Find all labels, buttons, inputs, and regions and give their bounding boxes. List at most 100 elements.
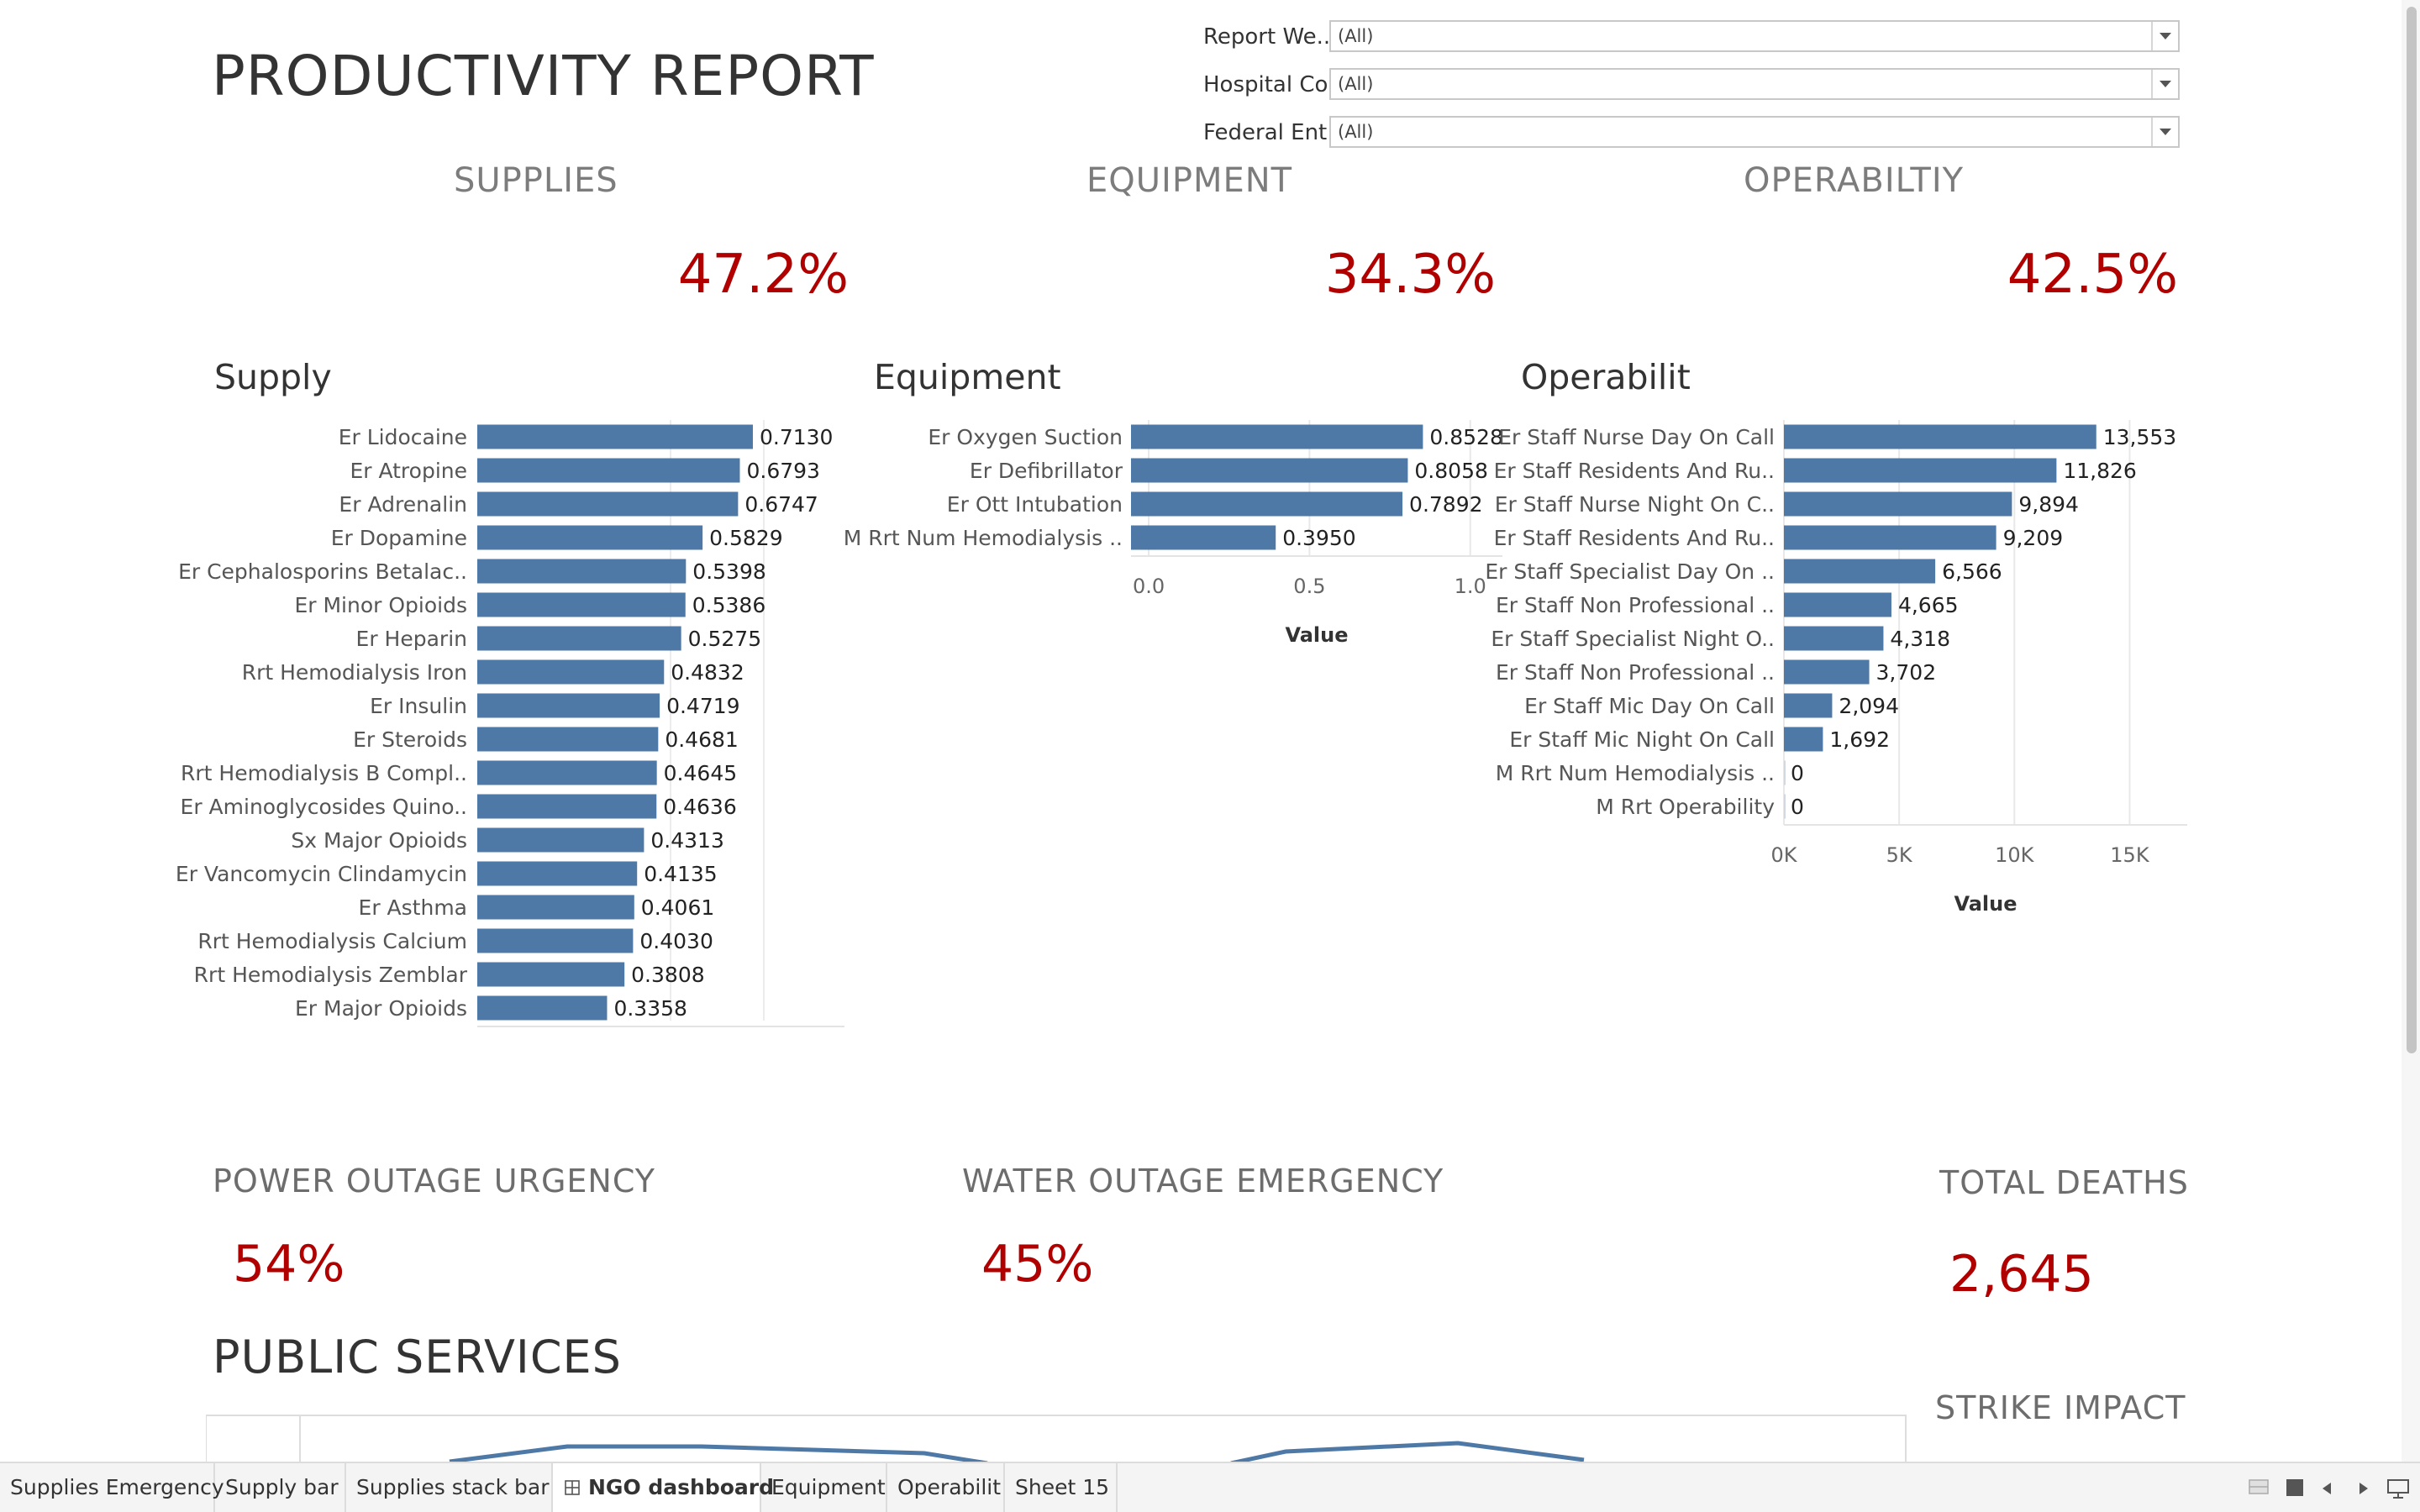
- line-chart-frame: [206, 1415, 1907, 1462]
- bar: [477, 760, 657, 785]
- category-label: Rrt Hemodialysis B Compl..: [181, 761, 467, 785]
- chart-title-supply: Supply: [214, 357, 332, 397]
- data-label: 0.5829: [709, 526, 782, 550]
- view-sheet-icon[interactable]: [2249, 1478, 2269, 1495]
- page-title: PRODUCTIVITY REPORT: [212, 44, 875, 108]
- category-label: Er Adrenalin: [339, 492, 467, 517]
- dropdown-arrow-icon[interactable]: [2151, 70, 2178, 98]
- data-label: 0.4135: [644, 862, 717, 886]
- tab-operabilit[interactable]: Operabilit: [887, 1463, 1005, 1512]
- bar: [1784, 559, 1936, 584]
- data-label: 1,692: [1829, 727, 1890, 752]
- scrollbar-thumb[interactable]: [2407, 7, 2417, 1053]
- tab-supply-bar[interactable]: Supply bar: [215, 1463, 346, 1512]
- supply-bar-chart: Er Lidocaine 0.7130 Er Atropine 0.6793 Er Ad…: [176, 420, 844, 1027]
- data-label: 6,566: [1942, 559, 2002, 584]
- tab-label: NGO dashboard: [588, 1475, 775, 1499]
- sheet-tab-bar: Supplies Emergency Supply bar Supplies s…: [0, 1462, 2420, 1512]
- bar: [1784, 424, 2096, 449]
- category-label: Er Aminoglycosides Quino..: [181, 795, 467, 819]
- filter-label-hospital-code: Hospital Co..: [1203, 72, 1342, 97]
- category-label: Er Oxygen Suction: [928, 425, 1123, 449]
- bar: [477, 525, 703, 550]
- category-label: Er Minor Opioids: [294, 593, 467, 617]
- bar: [1784, 592, 1891, 617]
- data-label: 4,665: [1898, 593, 1959, 617]
- bar: [477, 995, 608, 1021]
- category-label: Er Ott Intubation: [947, 492, 1123, 517]
- tick-label: 1.0: [1455, 575, 1486, 598]
- bar: [477, 827, 644, 853]
- category-label: Er Staff Nurse Day On Call: [1498, 425, 1775, 449]
- bar: [1131, 491, 1403, 517]
- data-label: 0.7130: [760, 425, 833, 449]
- data-label: 0: [1791, 761, 1804, 785]
- water-outage-title: WATER OUTAGE EMERGENCY: [962, 1163, 1444, 1200]
- total-deaths-title: TOTAL DEATHS: [1939, 1164, 2189, 1201]
- category-label: Er Dopamine: [331, 526, 467, 550]
- data-label: 0.4313: [650, 828, 723, 853]
- bar: [477, 962, 625, 987]
- bar: [1784, 693, 1833, 718]
- filter-select-hospital-code[interactable]: (All): [1329, 68, 2180, 100]
- dropdown-arrow-icon[interactable]: [2151, 118, 2178, 146]
- tick-label: 10K: [1995, 843, 2035, 867]
- category-label: Sx Major Opioids: [291, 828, 467, 853]
- filter-label-report-week: Report We..: [1203, 24, 1331, 50]
- category-label: M Rrt Num Hemodialysis ..: [844, 526, 1123, 550]
- category-label: Er Staff Non Professional ..: [1496, 593, 1775, 617]
- tab-supplies-emergency[interactable]: Supplies Emergency: [0, 1463, 224, 1512]
- filter-select-report-week[interactable]: (All): [1329, 20, 2180, 52]
- data-label: 13,553: [2103, 425, 2176, 449]
- data-label: 0.4681: [665, 727, 738, 752]
- tab-equipment[interactable]: Equipment: [761, 1463, 887, 1512]
- kpi-title-operability: OPERABILTIY: [1744, 161, 1965, 200]
- data-label: 0.4061: [641, 895, 714, 920]
- dashboard-grid-icon: [565, 1480, 580, 1495]
- power-outage-value: 54%: [233, 1235, 345, 1294]
- filter-select-federal-entity[interactable]: (All): [1329, 116, 2180, 148]
- presentation-icon[interactable]: [2386, 1478, 2410, 1499]
- data-label: 0.8058: [1414, 459, 1487, 483]
- tab-ngo-dashboard[interactable]: NGO dashboard: [553, 1463, 774, 1512]
- category-label: Er Major Opioids: [295, 996, 467, 1021]
- bar: [477, 592, 686, 617]
- bar: [477, 424, 753, 449]
- data-label: 0.3808: [631, 963, 704, 987]
- water-outage-value: 45%: [981, 1235, 1094, 1294]
- data-label: 0.6747: [744, 492, 818, 517]
- next-arrow-icon[interactable]: [2358, 1482, 2370, 1495]
- filter-value-report-week: (All): [1338, 26, 1374, 46]
- data-label: 0.3358: [613, 996, 687, 1021]
- bar: [1131, 525, 1276, 550]
- filter-value-federal-entity: (All): [1338, 122, 1374, 142]
- bar: [477, 727, 659, 752]
- tab-supplies-stack-bar[interactable]: Supplies stack bar: [346, 1463, 553, 1512]
- tab-label: Supply bar: [225, 1475, 339, 1499]
- kpi-title-supplies: SUPPLIES: [454, 161, 618, 200]
- tab-label: Operabilit: [897, 1475, 1002, 1499]
- line-series-1: [449, 1444, 988, 1462]
- kpi-value-equipment: 34.3%: [1324, 244, 1496, 306]
- view-full-icon[interactable]: [2286, 1478, 2304, 1497]
- tick-label: 5K: [1886, 843, 1913, 867]
- tab-label: Equipment: [771, 1475, 886, 1499]
- category-label: Er Asthma: [359, 895, 467, 920]
- tab-label: Sheet 15: [1015, 1475, 1110, 1499]
- filter-value-hospital-code: (All): [1338, 74, 1374, 94]
- prev-arrow-icon[interactable]: [2321, 1482, 2333, 1495]
- filter-label-federal-entity: Federal Ent..: [1203, 120, 1341, 145]
- public-services-title: PUBLIC SERVICES: [213, 1331, 622, 1383]
- category-label: Er Atropine: [350, 459, 467, 483]
- chart-title-equipment: Equipment: [874, 357, 1061, 397]
- category-label: Er Staff Non Professional ..: [1496, 660, 1775, 685]
- dropdown-arrow-icon[interactable]: [2151, 22, 2178, 50]
- data-label: 0.5275: [688, 627, 761, 651]
- power-outage-title: POWER OUTAGE URGENCY: [213, 1163, 655, 1200]
- category-label: Er Staff Nurse Night On C..: [1495, 492, 1775, 517]
- tab-sheet-15[interactable]: Sheet 15: [1005, 1463, 1118, 1512]
- category-label: Rrt Hemodialysis Zemblar: [194, 963, 468, 987]
- category-label: Er Staff Residents And Ru..: [1494, 526, 1775, 550]
- category-label: Er Defibrillator: [970, 459, 1123, 483]
- vertical-scrollbar[interactable]: [2402, 0, 2420, 1462]
